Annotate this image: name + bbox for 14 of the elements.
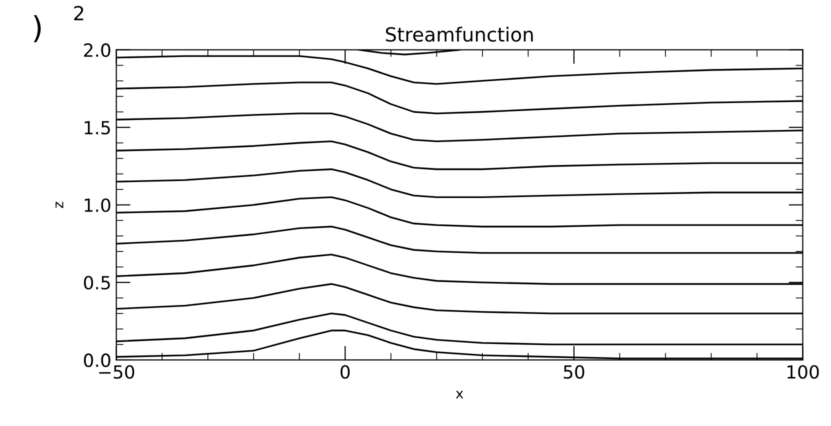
x-tick-label: 100 bbox=[788, 365, 819, 379]
y-tick-label: 1.0 bbox=[84, 198, 110, 212]
text: 2 bbox=[74, 6, 84, 20]
x-tick-label: −50 bbox=[99, 365, 134, 379]
x-tick-label: 50 bbox=[564, 365, 584, 379]
text: ) bbox=[34, 15, 41, 42]
y-axis-title: z bbox=[56, 202, 64, 208]
y-tick-label: 0.5 bbox=[84, 276, 110, 290]
y-tick-label: 1.5 bbox=[84, 121, 110, 134]
x-tick-label: 0 bbox=[340, 365, 350, 379]
chart-title: Streamfunction bbox=[386, 26, 533, 42]
y-tick-label: 2.0 bbox=[84, 43, 110, 57]
y-tick-label: 0.0 bbox=[84, 353, 110, 368]
x-axis-title: x bbox=[456, 390, 464, 398]
